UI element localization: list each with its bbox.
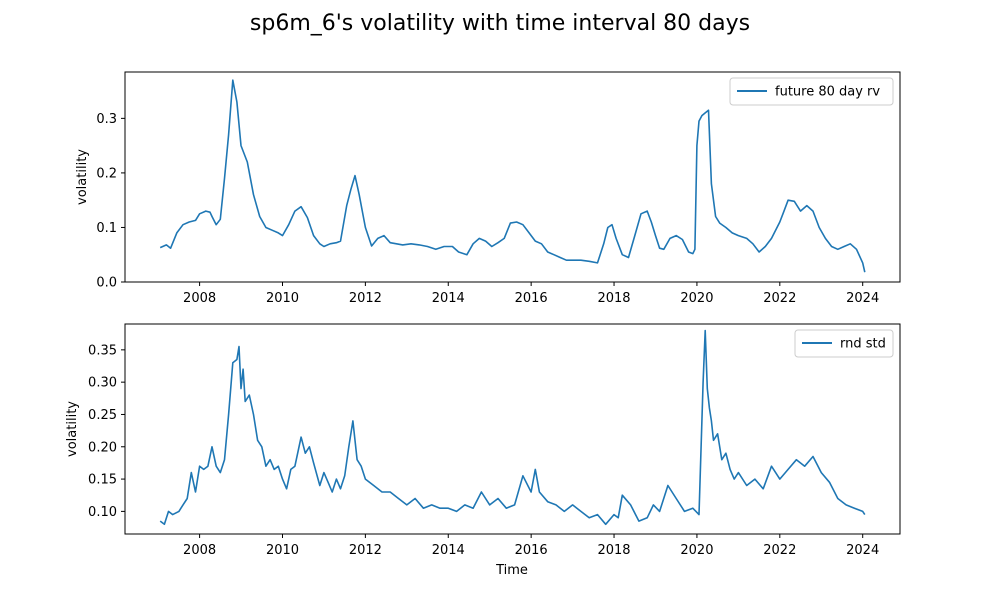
bottom-x-tick-label: 2014	[432, 543, 465, 558]
bottom-x-axis-label: Time	[495, 563, 528, 578]
bottom-legend-label: rnd std	[840, 337, 886, 352]
top-x-tick-label: 2018	[597, 291, 630, 306]
bottom-x-tick-label: 2010	[266, 543, 299, 558]
bottom-y-tick-label: 0.15	[88, 473, 117, 488]
top-y-tick-label: 0.0	[96, 276, 117, 291]
bottom-y-ticks: 0.10 0.15 0.20 0.25 0.30 0.35	[88, 343, 125, 520]
bottom-y-tick-label: 0.35	[88, 343, 117, 358]
top-plot-frame	[124, 71, 901, 283]
bottom-y-axis-label: volatility	[65, 401, 80, 457]
bottom-x-tick-label: 2022	[763, 543, 796, 558]
bottom-x-tick-label: 2012	[349, 543, 382, 558]
top-legend-label: future 80 day rv	[775, 85, 880, 100]
bottom-x-tick-label: 2020	[680, 543, 713, 558]
top-y-ticks: 0.0 0.1 0.2 0.3	[96, 112, 125, 291]
bottom-y-tick-label: 0.25	[88, 408, 117, 423]
bottom-legend: rnd std	[794, 329, 894, 358]
bottom-x-tick-label: 2008	[183, 543, 216, 558]
bottom-y-tick-label: 0.20	[88, 440, 117, 455]
top-series-line-0	[159, 79, 866, 273]
top-y-tick-label: 0.2	[96, 166, 117, 181]
bottom-x-ticks: 2008 2010 2012 2014 2016 2018 2020 2022 2024	[183, 534, 879, 558]
bottom-x-tick-label: 2016	[515, 543, 548, 558]
top-x-ticks: 2008 2010 2012 2014 2016 2018 2020 2022 2024	[183, 282, 879, 306]
top-x-tick-label: 2020	[680, 291, 713, 306]
top-y-tick-label: 0.1	[96, 221, 117, 236]
bottom-series-line-0	[159, 329, 866, 526]
figure-title: sp6m_6's volatility with time interval 8…	[250, 11, 750, 36]
top-x-tick-label: 2024	[846, 291, 879, 306]
bottom-series-line-group	[159, 329, 866, 526]
bottom-plot-frame	[124, 323, 901, 535]
bottom-x-tick-label: 2024	[846, 543, 879, 558]
top-x-tick-label: 2014	[432, 291, 465, 306]
top-series-line-group	[159, 79, 866, 273]
bottom-subplot: 2008 2010 2012 2014 2016 2018 2020 2022 2024 0.1…	[65, 323, 901, 578]
bottom-y-tick-label: 0.10	[88, 505, 117, 520]
top-x-tick-label: 2012	[349, 291, 382, 306]
bottom-y-tick-label: 0.30	[88, 376, 117, 391]
top-y-axis-label: volatility	[75, 149, 90, 205]
top-y-tick-label: 0.3	[96, 112, 117, 127]
top-subplot: 2008 2010 2012 2014 2016 2018 2020 2022 2024 0.0…	[75, 71, 901, 306]
bottom-legend-box	[794, 329, 894, 358]
top-x-tick-label: 2010	[266, 291, 299, 306]
bottom-x-tick-label: 2018	[597, 543, 630, 558]
top-x-tick-label: 2008	[183, 291, 216, 306]
top-legend-box	[729, 77, 894, 106]
top-x-tick-label: 2022	[763, 291, 796, 306]
top-legend: future 80 day rv	[729, 77, 894, 106]
top-x-tick-label: 2016	[515, 291, 548, 306]
